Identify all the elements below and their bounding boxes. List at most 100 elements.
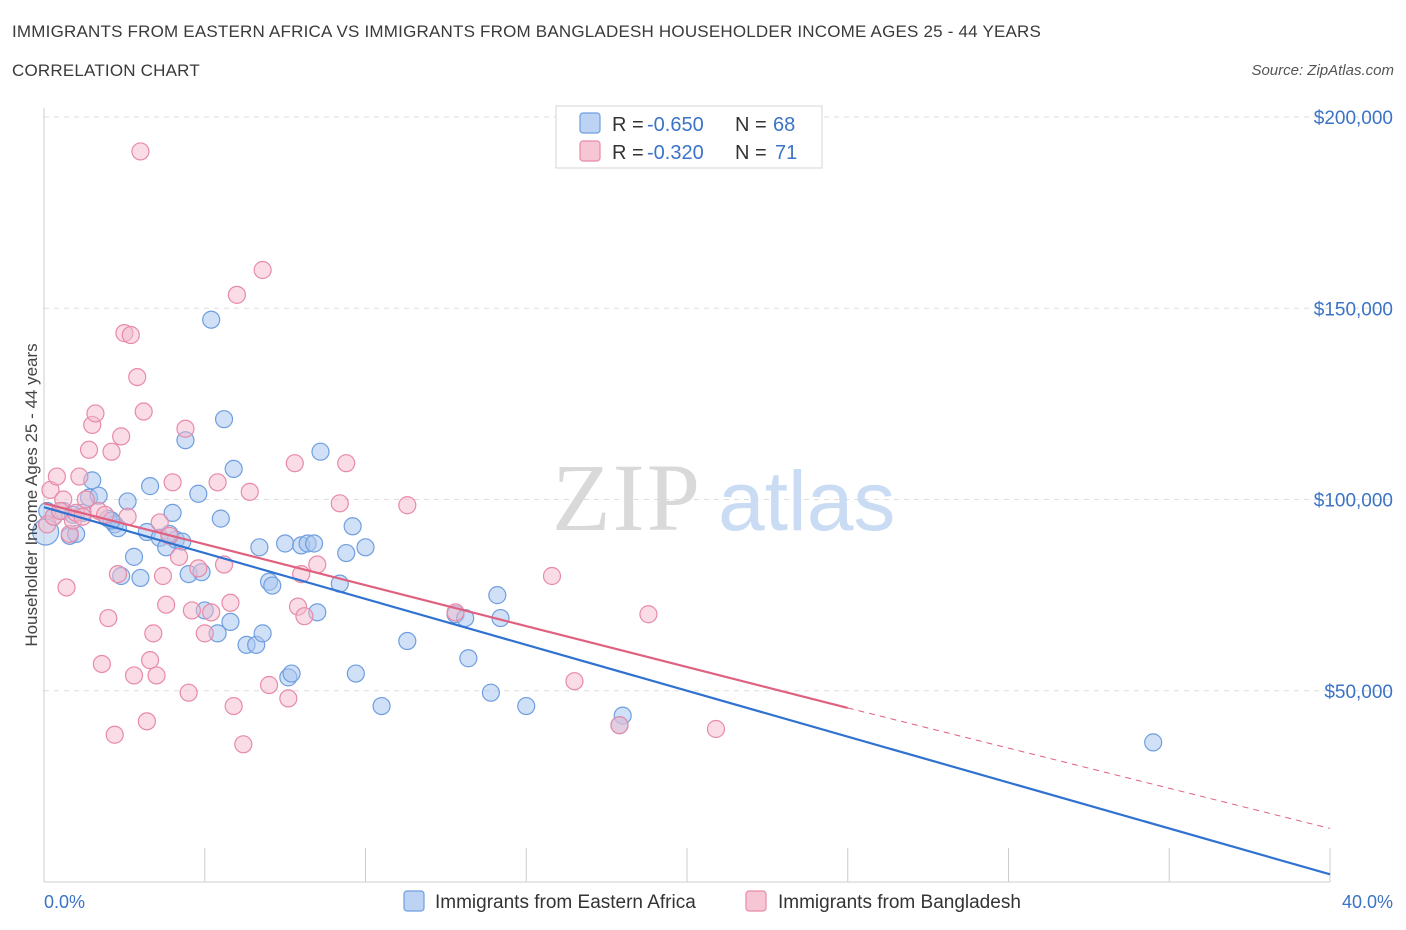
point-eastern-africa xyxy=(304,534,324,553)
bottom-legend-label-blue: Immigrants from Eastern Africa xyxy=(435,892,696,913)
point-eastern-africa xyxy=(282,664,301,683)
point-bangladesh xyxy=(92,654,111,674)
point-bangladesh xyxy=(137,712,156,731)
point-bangladesh xyxy=(86,404,105,423)
y-tick-labels: $200,000 $150,000 $100,000 $50,000 xyxy=(1314,108,1393,703)
bottom-legend-swatch-blue xyxy=(403,890,425,912)
point-eastern-africa xyxy=(346,664,365,683)
legend-r-value-2: -0.320 xyxy=(647,142,704,164)
point-bangladesh xyxy=(134,402,153,421)
legend-n-label-2: N = xyxy=(735,142,767,164)
point-bangladesh xyxy=(57,578,76,597)
point-bangladesh xyxy=(124,666,144,685)
y-tick-label: $100,000 xyxy=(1314,491,1393,512)
point-bangladesh xyxy=(144,624,163,643)
point-bangladesh xyxy=(279,689,298,708)
point-bangladesh xyxy=(79,440,99,459)
point-eastern-africa xyxy=(263,576,282,595)
x-tick-marks xyxy=(204,848,1331,882)
point-eastern-africa xyxy=(372,696,391,716)
stats-legend: R = -0.650 N = 68 R = -0.320 N = 71 xyxy=(555,105,823,169)
trend-line-bangladesh xyxy=(43,502,849,710)
point-eastern-africa xyxy=(1144,733,1163,752)
legend-r-value-1: -0.650 xyxy=(647,114,704,136)
point-eastern-africa xyxy=(124,547,144,566)
point-bangladesh xyxy=(147,666,166,685)
legend-n-label-1: N = xyxy=(735,114,767,136)
point-bangladesh xyxy=(189,559,208,578)
watermark-zip: ZIP xyxy=(552,444,702,551)
point-eastern-africa xyxy=(343,517,362,536)
point-bangladesh xyxy=(253,260,272,280)
trend-line-bangladesh-extension xyxy=(847,707,1331,829)
point-bangladesh xyxy=(224,696,243,716)
y-tick-label: $150,000 xyxy=(1314,299,1393,320)
point-bangladesh xyxy=(112,427,131,446)
source-credit: Source: ZipAtlas.com xyxy=(1251,62,1394,79)
point-bangladesh xyxy=(179,683,198,702)
point-bangladesh xyxy=(176,419,195,438)
point-eastern-africa xyxy=(250,538,269,557)
point-bangladesh xyxy=(706,719,726,739)
point-bangladesh xyxy=(398,496,417,515)
watermark: ZIP atlas xyxy=(552,444,895,551)
bottom-legend-swatch-pink xyxy=(745,890,767,912)
point-bangladesh xyxy=(542,566,562,586)
legend-n-value-1: 68 xyxy=(773,114,795,136)
point-bangladesh xyxy=(108,564,128,584)
legend-swatch-blue xyxy=(579,112,601,134)
point-bangladesh xyxy=(565,672,584,691)
point-eastern-africa xyxy=(488,586,507,605)
legend-r-label-2: R = xyxy=(612,142,644,164)
point-bangladesh xyxy=(140,651,160,670)
y-tick-label: $200,000 xyxy=(1314,108,1393,129)
point-eastern-africa xyxy=(311,442,330,461)
point-eastern-africa xyxy=(459,649,478,668)
legend-swatch-pink xyxy=(579,140,601,162)
point-bangladesh xyxy=(285,454,304,473)
point-eastern-africa xyxy=(337,543,356,563)
watermark-atlas: atlas xyxy=(718,454,895,548)
point-bangladesh xyxy=(221,593,240,612)
point-bangladesh xyxy=(102,442,121,461)
x-tick-label-max: 40.0% xyxy=(1342,892,1393,912)
point-eastern-africa xyxy=(214,410,234,429)
point-bangladesh xyxy=(337,454,356,473)
bottom-legend-label-pink: Immigrants from Bangladesh xyxy=(778,892,1021,913)
point-bangladesh xyxy=(202,603,221,622)
point-bangladesh xyxy=(208,473,227,492)
point-eastern-africa xyxy=(253,624,272,643)
legend-r-label-1: R = xyxy=(612,114,644,136)
y-axis-label: Householder Income Ages 25 - 44 years xyxy=(22,343,41,646)
point-bangladesh xyxy=(195,624,214,643)
point-bangladesh xyxy=(47,467,66,486)
point-eastern-africa xyxy=(356,538,375,557)
point-eastern-africa xyxy=(398,631,417,651)
point-bangladesh xyxy=(105,725,124,744)
point-bangladesh xyxy=(330,494,349,513)
point-bangladesh xyxy=(153,566,173,586)
point-eastern-africa xyxy=(202,310,221,329)
point-bangladesh xyxy=(639,605,658,624)
point-eastern-africa xyxy=(211,509,230,528)
point-eastern-africa xyxy=(163,503,182,522)
point-bangladesh xyxy=(182,601,201,620)
trend-line-eastern-africa xyxy=(43,506,1331,876)
point-bangladesh xyxy=(610,716,629,735)
y-tick-label: $50,000 xyxy=(1324,682,1393,703)
point-bangladesh xyxy=(240,482,259,501)
series-legend: Immigrants from Eastern Africa Immigrant… xyxy=(403,890,1021,913)
point-bangladesh xyxy=(121,325,140,345)
point-bangladesh xyxy=(128,368,147,387)
point-bangladesh xyxy=(259,675,279,695)
point-bangladesh xyxy=(150,513,169,532)
point-bangladesh xyxy=(131,142,150,161)
point-bangladesh xyxy=(227,285,246,304)
point-eastern-africa xyxy=(221,612,240,632)
point-bangladesh xyxy=(169,547,189,566)
point-eastern-africa xyxy=(189,484,208,503)
point-eastern-africa xyxy=(131,568,150,588)
point-eastern-africa xyxy=(481,683,500,702)
point-bangladesh xyxy=(70,467,89,486)
